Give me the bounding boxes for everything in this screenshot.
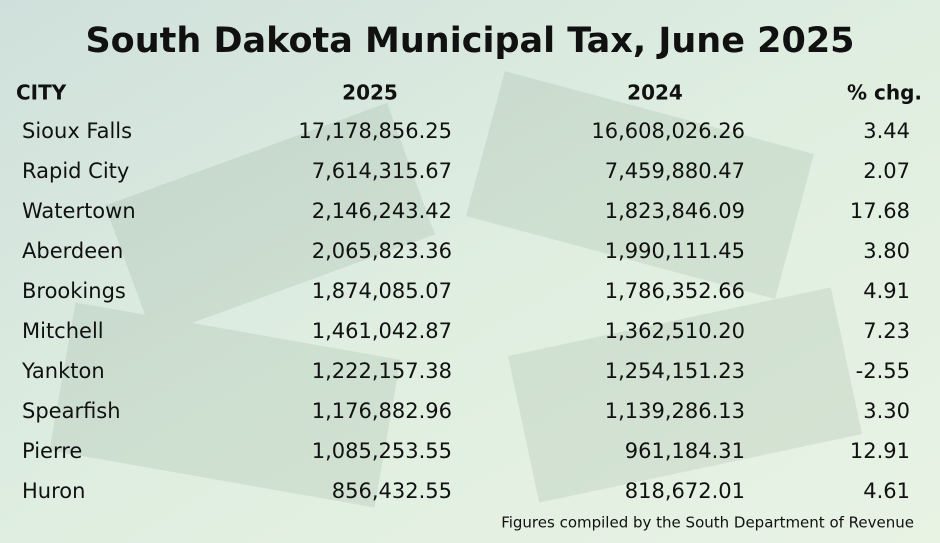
- column-header: 2025: [342, 81, 398, 105]
- table-cell: 1,362,510.20: [605, 319, 745, 343]
- city-name: Mitchell: [22, 319, 104, 343]
- column-header: CITY: [16, 81, 67, 105]
- column-header: % chg.: [847, 81, 922, 105]
- city-name: Aberdeen: [22, 239, 123, 263]
- city-name: Pierre: [22, 439, 82, 463]
- table-cell: 1,823,846.09: [605, 199, 745, 223]
- city-name: Watertown: [22, 199, 136, 223]
- banknote-pattern: [49, 71, 862, 508]
- footer-note: Figures compiled by the South Department…: [501, 514, 914, 532]
- table-cell: 1,222,157.38: [312, 359, 452, 383]
- table-cell: 1,254,151.23: [605, 359, 745, 383]
- table-cell: 1,874,085.07: [312, 279, 452, 303]
- table-cell: 2.07: [863, 159, 910, 183]
- city-name: Yankton: [21, 359, 105, 383]
- table-cell: 17,178,856.25: [298, 119, 452, 143]
- table-cell: 7.23: [863, 319, 910, 343]
- title: South Dakota Municipal Tax, June 2025: [85, 21, 854, 61]
- city-name: Spearfish: [22, 399, 121, 423]
- table-cell: 2,065,823.36: [312, 239, 452, 263]
- table-cell: 3.80: [863, 239, 910, 263]
- city-name: Rapid City: [22, 159, 129, 183]
- city-name: Huron: [22, 479, 85, 503]
- table-cell: 2,146,243.42: [312, 199, 452, 223]
- table-cell: 856,432.55: [332, 479, 452, 503]
- city-name: Brookings: [22, 279, 126, 303]
- table-cell: 1,990,111.45: [605, 239, 745, 263]
- table-cell: 7,614,315.67: [312, 159, 452, 183]
- table-cell: 1,176,882.96: [312, 399, 452, 423]
- table-cell: 4.91: [863, 279, 910, 303]
- table-cell: 17.68: [850, 199, 910, 223]
- table-cell: 3.44: [863, 119, 910, 143]
- table-cell: 3.30: [863, 399, 910, 423]
- table-cell: 1,085,253.55: [312, 439, 452, 463]
- table-cell: 16,608,026.26: [591, 119, 745, 143]
- table-cell: 12.91: [850, 439, 910, 463]
- city-name: Sioux Falls: [22, 119, 132, 143]
- table-cell: 7,459,880.47: [605, 159, 745, 183]
- table-cell: 1,786,352.66: [605, 279, 745, 303]
- table-cell: 961,184.31: [625, 439, 745, 463]
- table-cell: 818,672.01: [625, 479, 745, 503]
- table-cell: -2.55: [856, 359, 910, 383]
- column-header: 2024: [627, 81, 683, 105]
- table-cell: 1,139,286.13: [605, 399, 745, 423]
- table-cell: 1,461,042.87: [312, 319, 452, 343]
- table-cell: 4.61: [863, 479, 910, 503]
